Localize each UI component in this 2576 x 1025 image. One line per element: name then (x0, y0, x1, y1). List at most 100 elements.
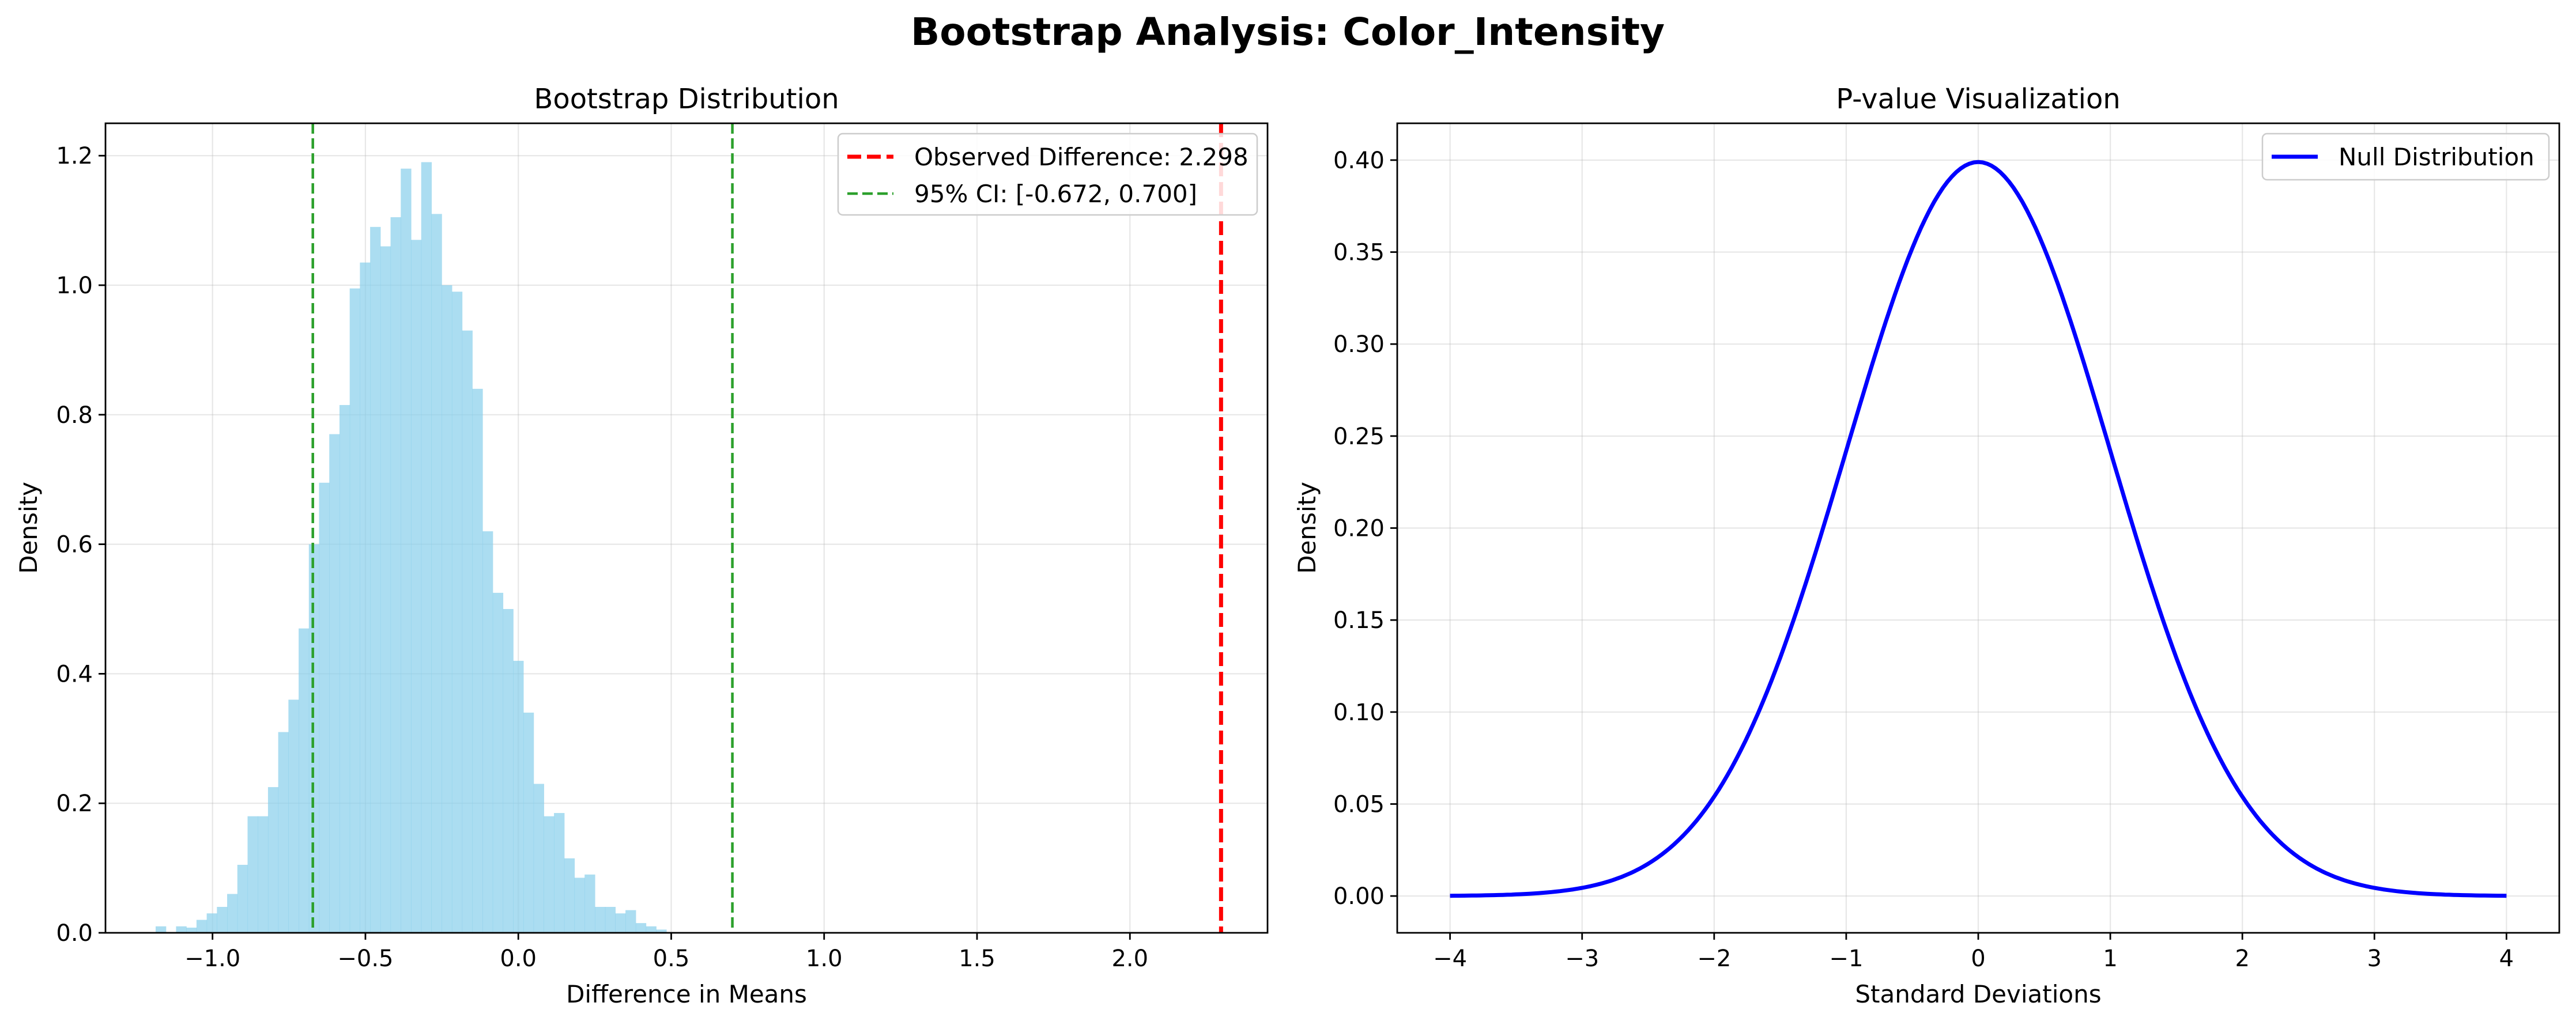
x-tick-label: 0 (1971, 945, 1985, 972)
x-axis-label: Difference in Means (566, 980, 807, 1008)
histogram-bar (267, 787, 279, 933)
y-tick-label: 0.10 (1333, 699, 1385, 726)
histogram-bar (156, 926, 167, 933)
histogram-bar (217, 907, 228, 933)
y-tick-label: 0.2 (56, 791, 93, 817)
y-tick-label: 0.15 (1333, 607, 1385, 634)
grid-lines (1397, 123, 2559, 933)
histogram-bar (615, 913, 626, 933)
histogram-bar (646, 926, 657, 933)
histogram-bar (206, 913, 217, 933)
y-axis-label: Density (1293, 482, 1321, 574)
null-distribution-line (1450, 160, 2507, 898)
y-tick-label: 0.40 (1333, 147, 1385, 174)
histogram-bar (442, 285, 452, 933)
histogram-bar (635, 923, 647, 933)
y-tick-label: 0.05 (1333, 791, 1385, 818)
chart-title: P-value Visualization (1836, 83, 2120, 115)
x-tick-label: 0.0 (500, 945, 537, 972)
histogram-bar (258, 816, 269, 933)
x-tick-label: −4 (1433, 945, 1467, 972)
x-axis-ticks: −4 −3 −2 −1 0 1 2 3 4 (1433, 933, 2514, 972)
histogram-bar (584, 874, 595, 933)
p-value-visualization-panel: −4 −3 −2 −1 0 1 2 3 4 0.000.050.100.150.200.250.… (1293, 83, 2560, 1008)
histogram-bar (431, 214, 442, 933)
histogram-bar (625, 910, 636, 933)
y-tick-label: 0.30 (1333, 331, 1385, 358)
histogram-bar (554, 813, 565, 933)
y-tick-label: 0.4 (56, 661, 93, 687)
legend-box (2261, 133, 2550, 181)
y-tick-label: 0.00 (1333, 883, 1385, 910)
histogram-bar (380, 246, 391, 933)
x-tick-label: 3 (2367, 945, 2382, 972)
histogram-bar (370, 226, 381, 933)
x-tick-label: 2.0 (1111, 945, 1148, 972)
histogram-bar (308, 544, 320, 933)
histogram-bar (360, 262, 371, 933)
y-axis-label: Density (14, 482, 43, 574)
histogram-bar (339, 404, 350, 933)
x-tick-label: −2 (1697, 945, 1731, 972)
histogram-bar (401, 168, 412, 933)
x-tick-label: 4 (2499, 945, 2514, 972)
histogram-bar (574, 878, 585, 933)
histogram-bar (390, 217, 401, 933)
y-tick-label: 0.25 (1333, 423, 1385, 450)
histogram-bar (278, 732, 289, 933)
legend: Null Distribution (2261, 133, 2550, 181)
histogram-bar (247, 816, 258, 933)
y-tick-label: 0.8 (56, 402, 93, 429)
y-tick-label: 0.20 (1333, 516, 1385, 542)
reference-lines (311, 123, 1223, 933)
x-tick-label: 1.0 (806, 945, 843, 972)
histogram-bar (186, 928, 197, 933)
chart-title: Bootstrap Distribution (534, 83, 839, 115)
y-tick-label: 0.35 (1333, 240, 1385, 266)
legend-box (837, 133, 1258, 216)
x-tick-label: −0.5 (337, 945, 393, 972)
histogram-bar (656, 929, 667, 933)
bootstrap-distribution-panel: −1.0 −0.5 0.0 0.5 1.0 1.5 2.0 0.0 0.2 0.4 0.6 0.8 1… (14, 83, 1269, 1008)
legend-ci-label: 95% CI: [-0.672, 0.700] (914, 180, 1197, 208)
series-lines (1450, 160, 2507, 898)
histogram-bar (237, 864, 248, 933)
histogram-bar (594, 907, 606, 933)
y-tick-label: 1.0 (56, 273, 93, 299)
y-axis-ticks: 0.00 0.05 0.10 0.15 0.20 0.25 0.30 0.35 0.40 (1333, 147, 1397, 910)
legend: Observed Difference: 2.298 95% CI: [-0.6… (837, 133, 1258, 216)
x-tick-label: 1 (2103, 945, 2117, 972)
histogram-bar (299, 628, 310, 933)
x-axis-label: Standard Deviations (1855, 980, 2101, 1008)
histogram-bar (410, 240, 422, 933)
y-axis-ticks: 0.0 0.2 0.4 0.6 0.8 1.0 1.2 (56, 143, 105, 947)
histogram-bar (288, 699, 299, 933)
histogram-bar (533, 784, 544, 933)
histogram-bar (564, 858, 575, 933)
histogram-bar (176, 926, 187, 933)
y-tick-label: 1.2 (56, 143, 93, 169)
histogram-bar (227, 894, 238, 933)
histogram-bar (544, 816, 555, 933)
x-tick-label: −3 (1565, 945, 1599, 972)
histogram-bar (482, 531, 493, 933)
legend-observed-label: Observed Difference: 2.298 (914, 143, 1249, 171)
histogram-bar (329, 434, 340, 933)
x-tick-label: 0.5 (653, 945, 690, 972)
x-tick-label: −1 (1829, 945, 1863, 972)
histogram-bar (523, 712, 534, 933)
x-tick-label: −1.0 (184, 945, 240, 972)
y-tick-label: 0.0 (56, 920, 93, 947)
x-tick-label: 2 (2235, 945, 2249, 972)
histogram-bar (349, 288, 360, 933)
histogram-bar (503, 609, 514, 933)
x-axis-ticks: −1.0 −0.5 0.0 0.5 1.0 1.5 2.0 (184, 933, 1148, 972)
histogram-bar (319, 482, 330, 933)
histogram-bar (462, 330, 473, 933)
histogram-bar (196, 920, 208, 933)
y-tick-label: 0.6 (56, 532, 93, 558)
histogram-bar (451, 292, 463, 933)
histogram-bar (421, 162, 432, 933)
histogram-bar (605, 907, 616, 933)
